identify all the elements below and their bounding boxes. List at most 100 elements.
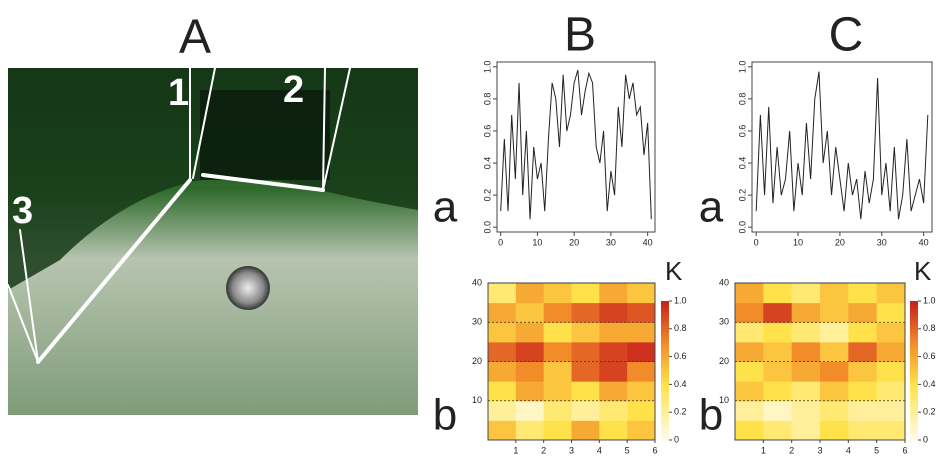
colorbar-step [910,339,918,344]
photo-label: 2 [283,69,304,111]
colorbar-step [910,342,918,347]
heat-cell [599,302,628,323]
colorbar-step [910,426,918,431]
y-tick-label: 0.0 [737,221,747,234]
colorbar-step [910,394,918,399]
heat-cell [876,400,906,421]
colorbar-step [910,328,918,333]
colorbar-step [661,408,669,413]
y-tick-label: 0.4 [482,157,492,170]
colorbar-step [910,429,918,434]
colorbar-step [910,422,918,427]
colorbar-step [910,370,918,375]
heat-cell [735,283,764,304]
heat-cell [543,302,572,323]
heat-cell [543,381,572,402]
heat-cell [848,283,878,304]
x-tick-label: 30 [877,237,887,247]
colorbar-step [661,307,669,312]
heat-cell [791,283,821,304]
heat-cell [599,283,628,304]
colorbar-step [661,301,669,305]
heat-cell [515,381,545,402]
y-tick-label: 0.6 [737,125,747,138]
heat-cell [820,400,849,421]
colorbar-step [661,377,669,382]
heat-cell [571,283,600,304]
x-tick-label: 0 [498,237,503,247]
heat-cell [791,341,821,362]
heat-cell [735,400,764,421]
colorbar-step [910,436,918,441]
colorbar-tick-label: 0.2 [923,407,936,417]
heat-cell [791,322,821,343]
colorbar-tick-label: 0.8 [923,323,936,333]
colorbar-step [661,356,669,361]
heat-cell [735,302,764,323]
x-tick-label: 1 [513,445,518,455]
colorbar-step [910,412,918,417]
colorbar-tick-label: 1.0 [923,295,936,305]
colorbar-step [661,367,669,371]
heat-cell [488,381,517,402]
y-tick-label: 10 [719,395,729,405]
x-tick-label: 6 [902,445,907,455]
heat-cell [735,381,764,402]
y-tick-label: 0.6 [482,125,492,138]
y-tick-label: 30 [472,317,482,327]
heat-cell [488,400,517,421]
colorbar-tick-label: 0.4 [923,379,936,389]
colorbar-step [910,363,918,368]
heat-cell [599,400,628,421]
heat-cell [791,400,821,421]
colorbar-tick-label: 0.6 [674,351,687,361]
y-tick-label: 1.0 [737,61,747,74]
colorbar-step [910,360,918,365]
line [755,71,929,220]
colorbar-tick-label: 0.4 [674,379,687,389]
heat-cell [543,322,572,343]
heat-cell [599,361,628,382]
heat-cell [571,322,600,343]
colorbar-step [661,373,669,378]
colorbar-step [910,419,918,424]
x-tick-label: 6 [652,445,657,455]
heat-cell [543,361,572,382]
x-tick-label: 20 [569,237,579,247]
y-tick-label: 20 [472,356,482,366]
colorbar-step [661,339,669,344]
heat-cell [735,322,764,343]
colorbar-step [910,405,918,410]
heat-cell [515,420,545,441]
colorbar-step [910,332,918,337]
colorbar-step [661,360,669,365]
line [500,69,652,220]
colorbar-step [661,398,669,403]
colorbar-tick-label: 0 [674,434,679,444]
colorbar-label: K [665,256,683,286]
heat-cell [488,322,517,343]
heat-cell [848,302,878,323]
heat-cell [515,302,545,323]
colorbar-step [910,373,918,378]
heat-cell [627,322,656,343]
y-tick-label: 40 [472,277,482,287]
heat-cell [543,420,572,441]
colorbar-step [910,384,918,389]
heat-cell [571,420,600,441]
x-tick-label: 2 [541,445,546,455]
colorbar-step [910,391,918,396]
heat-cell [488,302,517,323]
colorbar-step [661,419,669,424]
colorbar-step [910,311,918,316]
colorbar-step [910,367,918,371]
colorbar-step [661,328,669,333]
heat-cell [627,400,656,421]
y-tick-label: 1.0 [482,61,492,74]
panel-label: C [829,9,864,62]
heat-cell [820,322,849,343]
colorbar-step [661,346,669,351]
colorbar-step [661,380,669,385]
heat-cell [515,361,545,382]
